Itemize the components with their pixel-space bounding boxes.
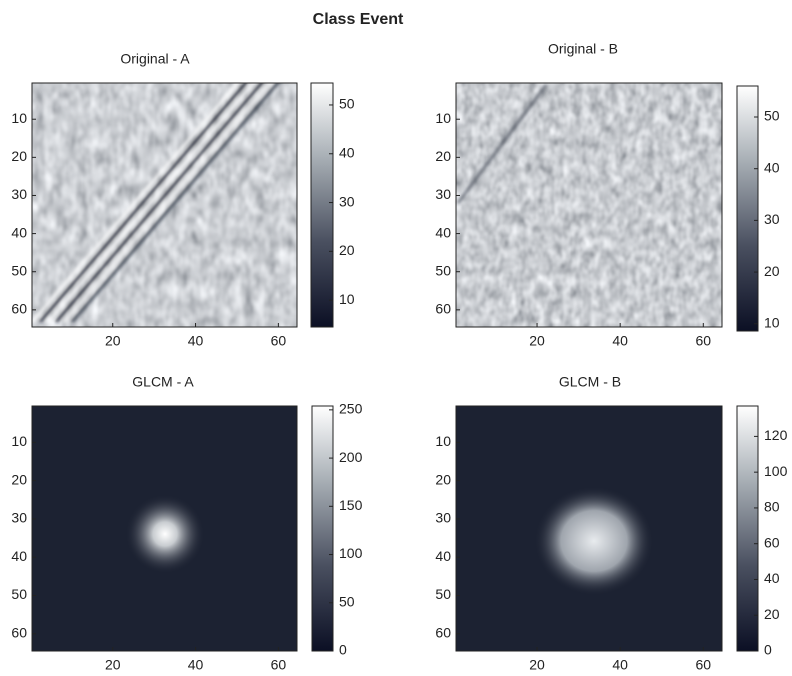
colorbar-tick-label: 10 [764, 314, 780, 330]
y-tick-label: 20 [11, 148, 27, 164]
image-texture [456, 83, 722, 327]
y-tick-label: 20 [435, 148, 451, 164]
colorbar-tick-label: 20 [764, 263, 780, 279]
figure: Class Event Original - A 20 40 60 10 20 30 40 50… [0, 0, 792, 676]
figure-title: Class Event [313, 11, 404, 28]
x-tick-label: 60 [271, 657, 287, 673]
colorbar-tick-label: 30 [764, 211, 780, 227]
colorbar-tick-label: 40 [339, 144, 355, 160]
colorbar-tick-label: 40 [764, 570, 780, 586]
colorbar-tick-label: 30 [339, 193, 355, 209]
x-tick-label: 20 [105, 657, 121, 673]
colorbar-tick-label: 50 [339, 96, 355, 112]
colorbar-tick-label: 120 [764, 427, 788, 443]
colorbar-tick-label: 50 [764, 108, 780, 124]
y-tick-label: 30 [435, 510, 451, 526]
panel-title: Original - A [120, 51, 190, 67]
colorbar [737, 86, 758, 331]
y-tick-label: 40 [435, 224, 451, 240]
y-tick-label: 60 [435, 301, 451, 317]
colorbar-tick-label: 10 [339, 291, 355, 307]
image-blob [125, 494, 205, 574]
image-blob [534, 486, 654, 596]
y-tick-label: 50 [435, 586, 451, 602]
colorbar-tick-label: 20 [764, 606, 780, 622]
y-tick-label: 10 [11, 110, 27, 126]
y-tick-label: 30 [11, 510, 27, 526]
y-tick-label: 40 [11, 548, 27, 564]
x-tick-label: 60 [271, 333, 287, 349]
y-tick-label: 50 [11, 262, 27, 278]
panel: GLCM - B 20 40 60 10 20 30 40 50 60 0 20 40 60 80 100 12… [435, 374, 787, 673]
y-tick-label: 60 [11, 624, 27, 640]
colorbar-tick-label: 80 [764, 499, 780, 515]
y-tick-label: 20 [11, 471, 27, 487]
panel: Original - B 20 40 60 10 20 30 40 50 60 10 20 30 40 50 [435, 41, 779, 349]
x-tick-label: 40 [612, 657, 628, 673]
colorbar-tick-label: 100 [339, 545, 363, 561]
colorbar [311, 83, 333, 327]
colorbar-tick-label: 0 [339, 642, 347, 658]
x-tick-label: 40 [188, 333, 204, 349]
y-tick-label: 10 [435, 110, 451, 126]
panel: Original - A 20 40 60 10 20 30 40 50 60 10 20 30 40 50 [11, 51, 354, 349]
colorbar-tick-label: 50 [339, 593, 355, 609]
y-tick-label: 10 [435, 433, 451, 449]
y-tick-label: 10 [11, 433, 27, 449]
x-tick-label: 20 [529, 657, 545, 673]
colorbar-tick-label: 100 [764, 463, 788, 479]
y-tick-label: 50 [11, 586, 27, 602]
y-tick-label: 40 [435, 548, 451, 564]
y-tick-label: 60 [11, 301, 27, 317]
colorbar-tick-label: 150 [339, 497, 363, 513]
colorbar-tick-label: 200 [339, 449, 363, 465]
x-tick-label: 60 [696, 333, 712, 349]
colorbar-tick-label: 250 [339, 401, 363, 417]
x-tick-label: 20 [105, 333, 121, 349]
colorbar-tick-label: 0 [764, 642, 772, 658]
panel-title: Original - B [548, 41, 618, 57]
panel-title: GLCM - B [559, 374, 621, 390]
y-tick-label: 30 [11, 186, 27, 202]
x-tick-label: 20 [529, 333, 545, 349]
colorbar-tick-label: 20 [339, 242, 355, 258]
panel-title: GLCM - A [132, 374, 194, 390]
y-tick-label: 20 [435, 471, 451, 487]
y-tick-label: 30 [435, 186, 451, 202]
y-tick-label: 60 [435, 624, 451, 640]
colorbar [737, 406, 758, 651]
x-tick-label: 60 [696, 657, 712, 673]
colorbar [312, 406, 333, 651]
x-tick-label: 40 [612, 333, 628, 349]
colorbar-tick-label: 40 [764, 159, 780, 175]
y-tick-label: 50 [435, 262, 451, 278]
colorbar-tick-label: 60 [764, 534, 780, 550]
panel: GLCM - A 20 40 60 10 20 30 40 50 60 0 50 100 150 200 25… [11, 374, 362, 673]
x-tick-label: 40 [188, 657, 204, 673]
y-tick-label: 40 [11, 224, 27, 240]
